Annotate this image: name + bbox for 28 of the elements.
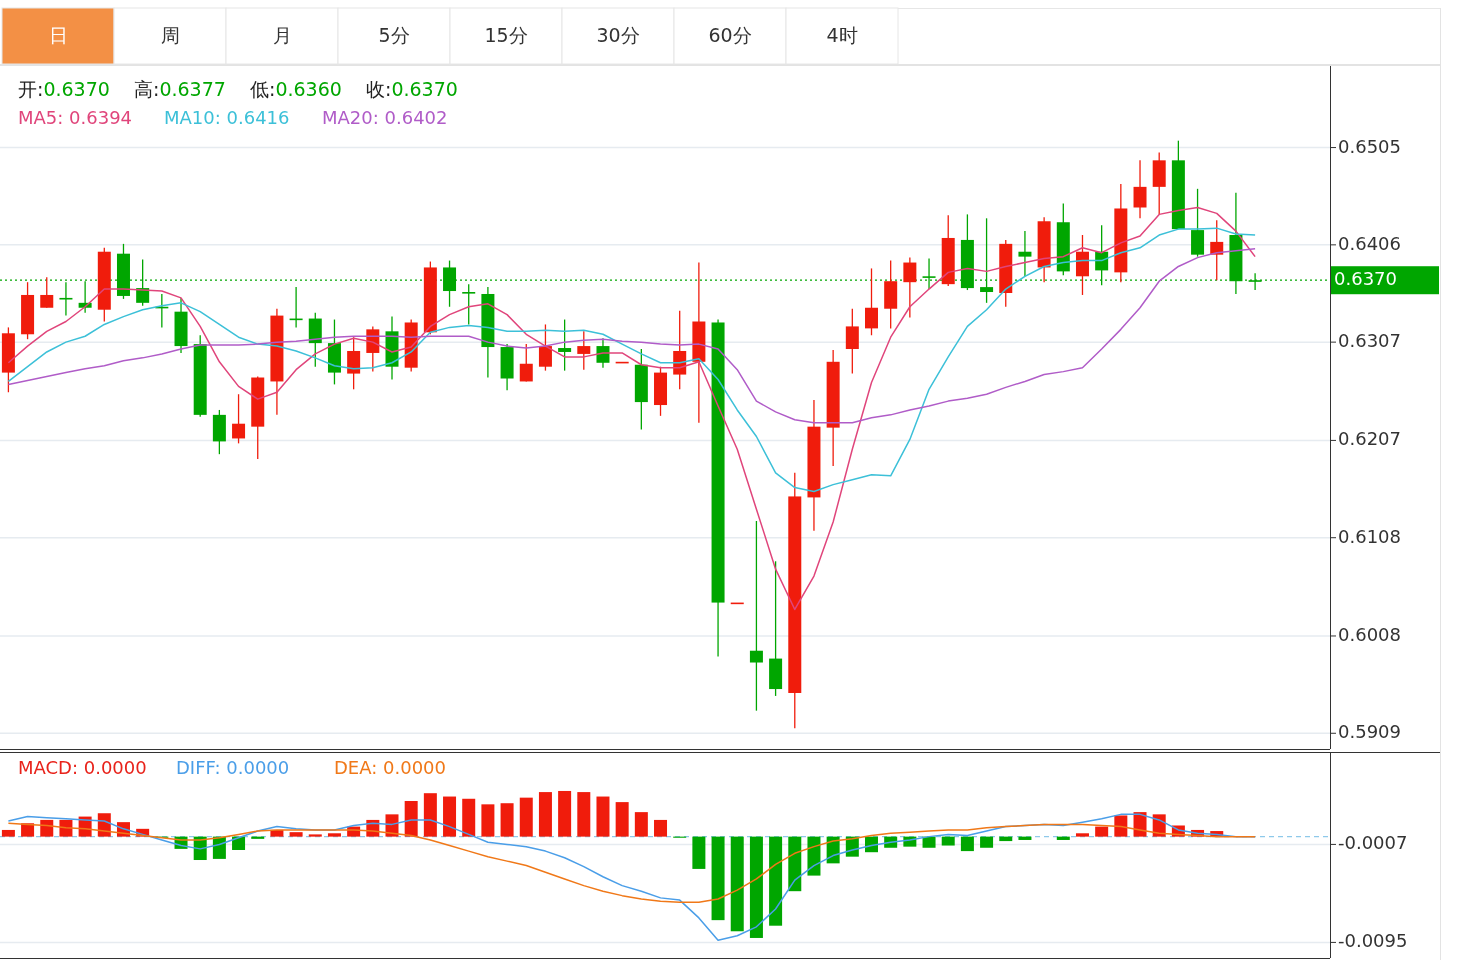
text: MACD: 0.0000 <box>18 757 147 778</box>
category-label: 5分 <box>378 23 410 46</box>
annotation: 高:0.6377 <box>134 77 226 100</box>
y-tick-label: 0.6108 <box>1338 525 1401 547</box>
y-tick-label: 0.6207 <box>1338 428 1401 450</box>
y-tick-label: 0.6008 <box>1338 623 1401 645</box>
category-label: 4时 <box>826 23 858 46</box>
y-tick-label: -0.0095 <box>1338 930 1408 952</box>
category-label: 日 <box>48 23 68 46</box>
category-label: 60分 <box>708 23 752 46</box>
category-label: 月 <box>272 23 292 46</box>
text: DIFF: 0.0000 <box>176 757 290 778</box>
text: MA10: 0.6416 <box>164 107 290 128</box>
y-tick-label: -0.0007 <box>1338 832 1408 854</box>
ref-line-label: 0.6370 <box>1334 268 1397 290</box>
category-label: 周 <box>160 23 180 46</box>
y-tick-label: 0.6307 <box>1338 330 1401 352</box>
annotation: 开:0.6370 <box>18 77 110 100</box>
category-label: 15分 <box>484 23 528 46</box>
y-tick-label: 0.5909 <box>1338 721 1401 743</box>
annotation: 收:0.6370 <box>366 77 458 100</box>
text: MA5: 0.6394 <box>18 107 133 128</box>
y-tick-label: 0.6505 <box>1338 135 1401 157</box>
text: DEA: 0.0000 <box>334 757 446 778</box>
text: MA20: 0.6402 <box>322 107 448 128</box>
category-label: 30分 <box>596 23 640 46</box>
annotation: 低:0.6360 <box>250 77 342 100</box>
y-tick-label: 0.6406 <box>1338 232 1401 254</box>
